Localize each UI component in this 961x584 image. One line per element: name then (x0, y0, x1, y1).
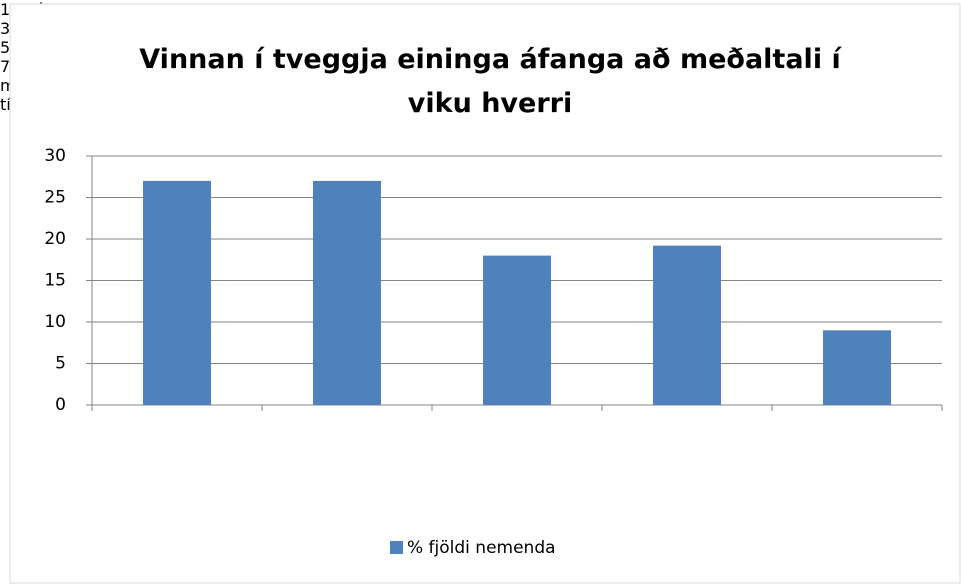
bar (143, 180, 211, 405)
legend-label: % fjöldi nemenda (407, 538, 556, 558)
legend-swatch (390, 541, 403, 554)
y-tick-label: 25 (44, 188, 66, 208)
y-tick-label: 15 (44, 271, 66, 291)
bar (313, 180, 381, 405)
y-tick-label: 5 (55, 354, 66, 374)
y-tick-label: 30 (44, 146, 66, 166)
bar (823, 330, 891, 405)
bar (483, 255, 551, 405)
y-tick-label: 0 (55, 395, 66, 415)
bar (653, 245, 721, 405)
y-tick-label: 20 (44, 229, 66, 249)
y-tick-label: 10 (44, 312, 66, 332)
chart-title: Vinnan í tveggja eininga áfanga að meðal… (139, 44, 841, 119)
